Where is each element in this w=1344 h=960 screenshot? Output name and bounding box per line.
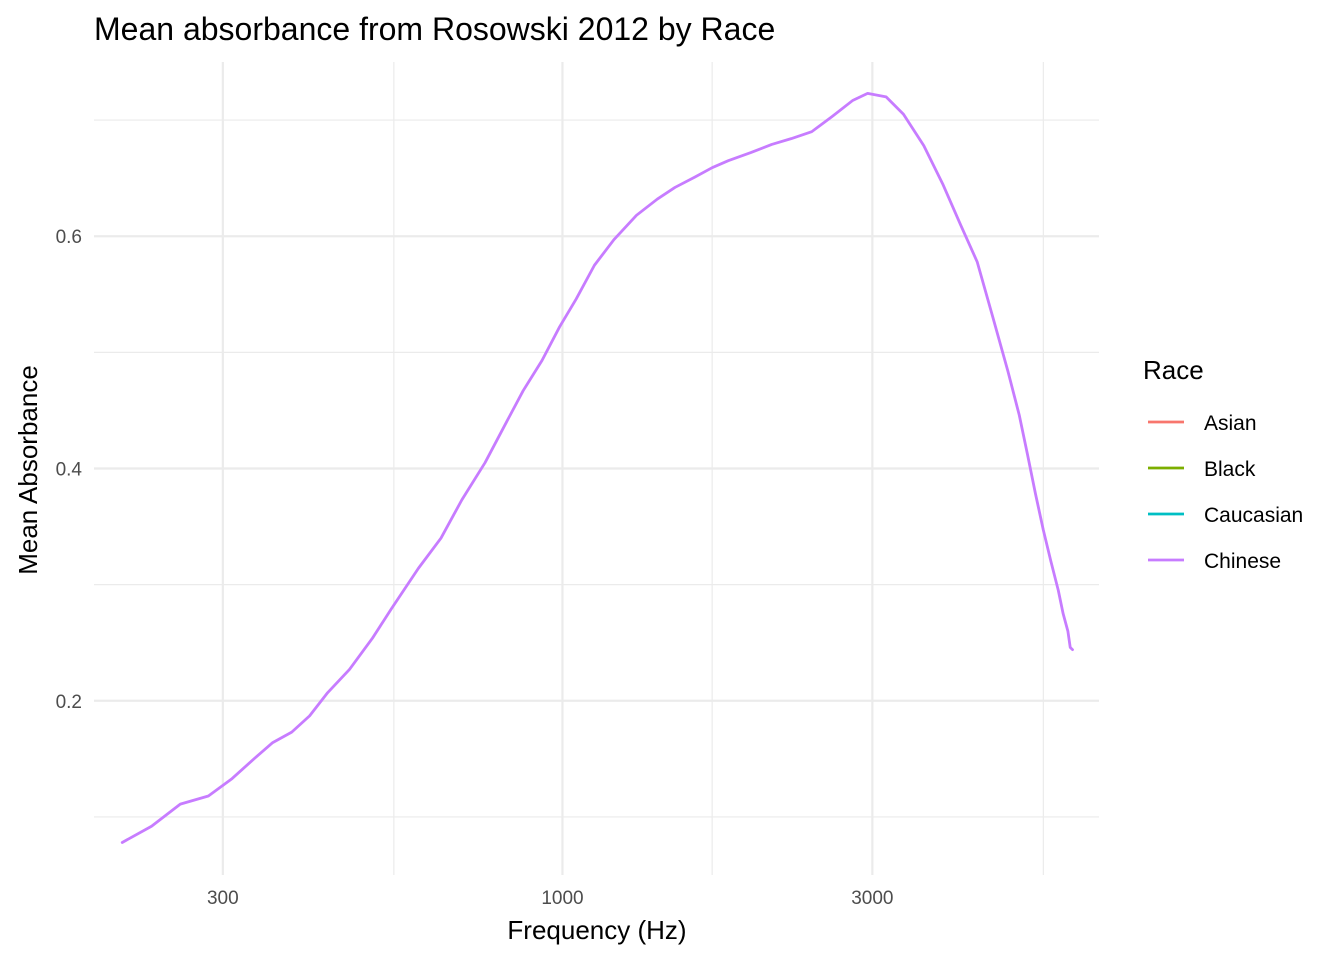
legend-entries: Asian Black Caucasian Chinese: [1148, 412, 1303, 573]
legend-label: Asian: [1204, 412, 1257, 435]
y-major-gridlines: [94, 235, 1099, 702]
y-tick-label: 0.4: [56, 460, 83, 481]
series-line-chinese: [120, 91, 1074, 844]
legend-item-caucasian: Caucasian: [1148, 504, 1303, 527]
y-axis-tick-labels: 0.2 0.4 0.6: [56, 227, 83, 713]
y-tick-label: 0.6: [56, 227, 82, 248]
x-axis-title: Frequency (Hz): [507, 915, 686, 945]
legend-label: Chinese: [1204, 550, 1281, 573]
y-minor-gridlines: [94, 119, 1099, 818]
legend-label: Caucasian: [1204, 504, 1303, 527]
legend-label: Black: [1204, 458, 1256, 481]
y-axis-title: Mean Absorbance: [13, 365, 43, 575]
legend-item-black: Black: [1148, 458, 1256, 481]
legend-item-asian: Asian: [1148, 412, 1257, 435]
legend-item-chinese: Chinese: [1148, 550, 1281, 573]
chart-title: Mean absorbance from Rosowski 2012 by Ra…: [94, 11, 775, 47]
x-tick-label: 3000: [851, 888, 893, 909]
plot-lines: [120, 91, 1074, 844]
x-tick-label: 300: [207, 888, 239, 909]
legend: Race Asian Black Caucasian Chinese: [1143, 355, 1303, 573]
x-tick-label: 1000: [541, 888, 583, 909]
legend-title: Race: [1143, 355, 1204, 385]
x-axis-tick-labels: 300 1000 3000: [207, 888, 894, 909]
y-tick-label: 0.2: [56, 692, 82, 713]
